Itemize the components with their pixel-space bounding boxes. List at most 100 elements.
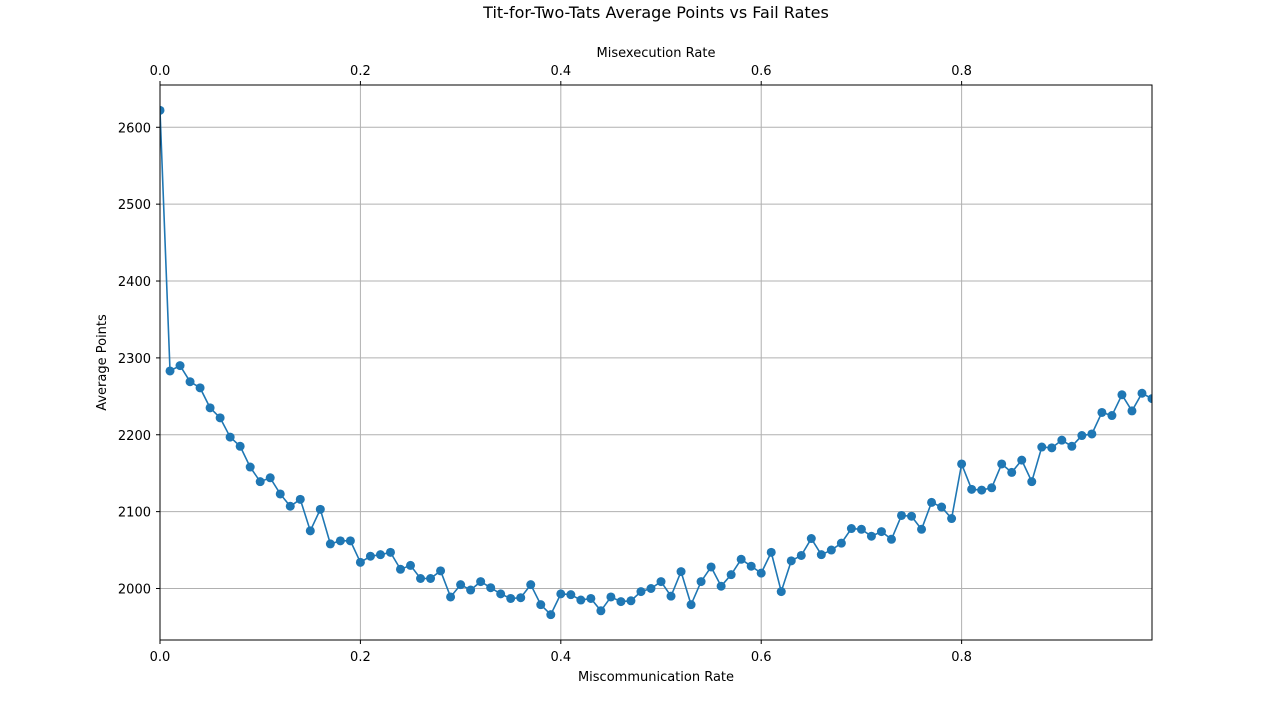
top-x-tick-label: 0.0 [150, 64, 171, 79]
data-point [205, 403, 215, 413]
data-point [626, 596, 636, 606]
data-point [496, 589, 506, 599]
top-x-tick-label: 0.6 [751, 64, 772, 79]
data-point [526, 580, 536, 590]
data-point [1107, 411, 1117, 421]
data-point [1067, 441, 1077, 451]
data-point [987, 483, 997, 493]
data-point [766, 547, 776, 557]
data-point [456, 580, 466, 590]
y-tick-label: 2400 [118, 275, 151, 290]
data-point [255, 477, 265, 487]
top-x-axis-title: Misexecution Rate [597, 46, 716, 61]
series-line [160, 110, 1152, 616]
data-point [1007, 467, 1017, 477]
data-point [846, 524, 856, 534]
data-point [536, 600, 546, 610]
chart-title: Tit-for-Two-Tats Average Points vs Fail … [482, 3, 829, 22]
data-point [1037, 442, 1047, 452]
data-point [1097, 407, 1107, 417]
data-point [696, 577, 706, 587]
data-point [806, 534, 816, 544]
data-point [406, 560, 416, 570]
data-point [1057, 435, 1067, 445]
data-point [1117, 390, 1127, 400]
data-point [1077, 431, 1087, 441]
data-point [1147, 394, 1152, 404]
top-x-axis-ticks: 0.0 0.2 0.4 0.6 0.8 [150, 64, 972, 85]
data-point [586, 593, 596, 603]
data-point [506, 593, 516, 603]
x-tick-label: 0.2 [350, 650, 371, 665]
data-point [486, 583, 496, 593]
data-point [596, 606, 606, 616]
plot-frame [159, 84, 1153, 641]
data-point [947, 514, 957, 524]
data-point [876, 527, 886, 537]
data-point [325, 539, 335, 549]
top-x-tick-label: 0.2 [350, 64, 371, 79]
data-point [305, 526, 315, 536]
data-point [225, 432, 235, 442]
data-point [335, 536, 345, 546]
series-layer [160, 105, 1152, 620]
data-point [746, 561, 756, 571]
data-point [566, 590, 576, 600]
data-point [606, 592, 616, 602]
y-tick-label: 2000 [118, 582, 151, 597]
x-tick-label: 0.4 [550, 650, 571, 665]
data-point [516, 593, 526, 603]
data-point [736, 554, 746, 564]
grid [159, 85, 1152, 640]
data-point [265, 473, 275, 483]
data-point [295, 494, 305, 504]
data-point [957, 459, 967, 469]
x-tick-label: 0.6 [751, 650, 772, 665]
data-point [716, 581, 726, 591]
data-point [706, 562, 716, 572]
data-point [546, 610, 556, 620]
top-x-tick-label: 0.4 [550, 64, 571, 79]
data-point [816, 550, 826, 560]
data-point [355, 557, 365, 567]
data-point [160, 105, 165, 115]
data-point [676, 567, 686, 577]
data-point [576, 595, 586, 605]
data-point [436, 566, 446, 576]
data-point [345, 536, 355, 546]
data-point [556, 589, 566, 599]
data-point [927, 497, 937, 507]
data-point [997, 459, 1007, 469]
data-point [275, 489, 285, 499]
data-point [1087, 429, 1097, 439]
data-point [365, 551, 375, 561]
data-point [796, 550, 806, 560]
x-tick-label: 0.0 [150, 650, 171, 665]
data-point [756, 568, 766, 578]
data-point [917, 524, 927, 534]
data-point [416, 574, 426, 584]
data-point [385, 547, 395, 557]
y-tick-label: 2500 [118, 198, 151, 213]
data-point [666, 591, 676, 601]
data-point [636, 587, 646, 597]
x-tick-label: 0.8 [951, 650, 972, 665]
data-point [446, 592, 456, 602]
data-point [886, 534, 896, 544]
y-tick-label: 2300 [118, 352, 151, 367]
data-point [836, 538, 846, 548]
data-point [215, 413, 225, 423]
data-point [1127, 406, 1137, 416]
data-point [726, 570, 736, 580]
data-point [426, 574, 436, 584]
data-point [285, 501, 295, 511]
data-point [375, 550, 385, 560]
data-point [826, 545, 836, 555]
data-point [1027, 477, 1037, 487]
data-point [786, 556, 796, 566]
data-point [656, 577, 666, 587]
y-tick-label: 2100 [118, 506, 151, 521]
data-point [967, 484, 977, 494]
x-axis-title: Miscommunication Rate [578, 670, 734, 685]
